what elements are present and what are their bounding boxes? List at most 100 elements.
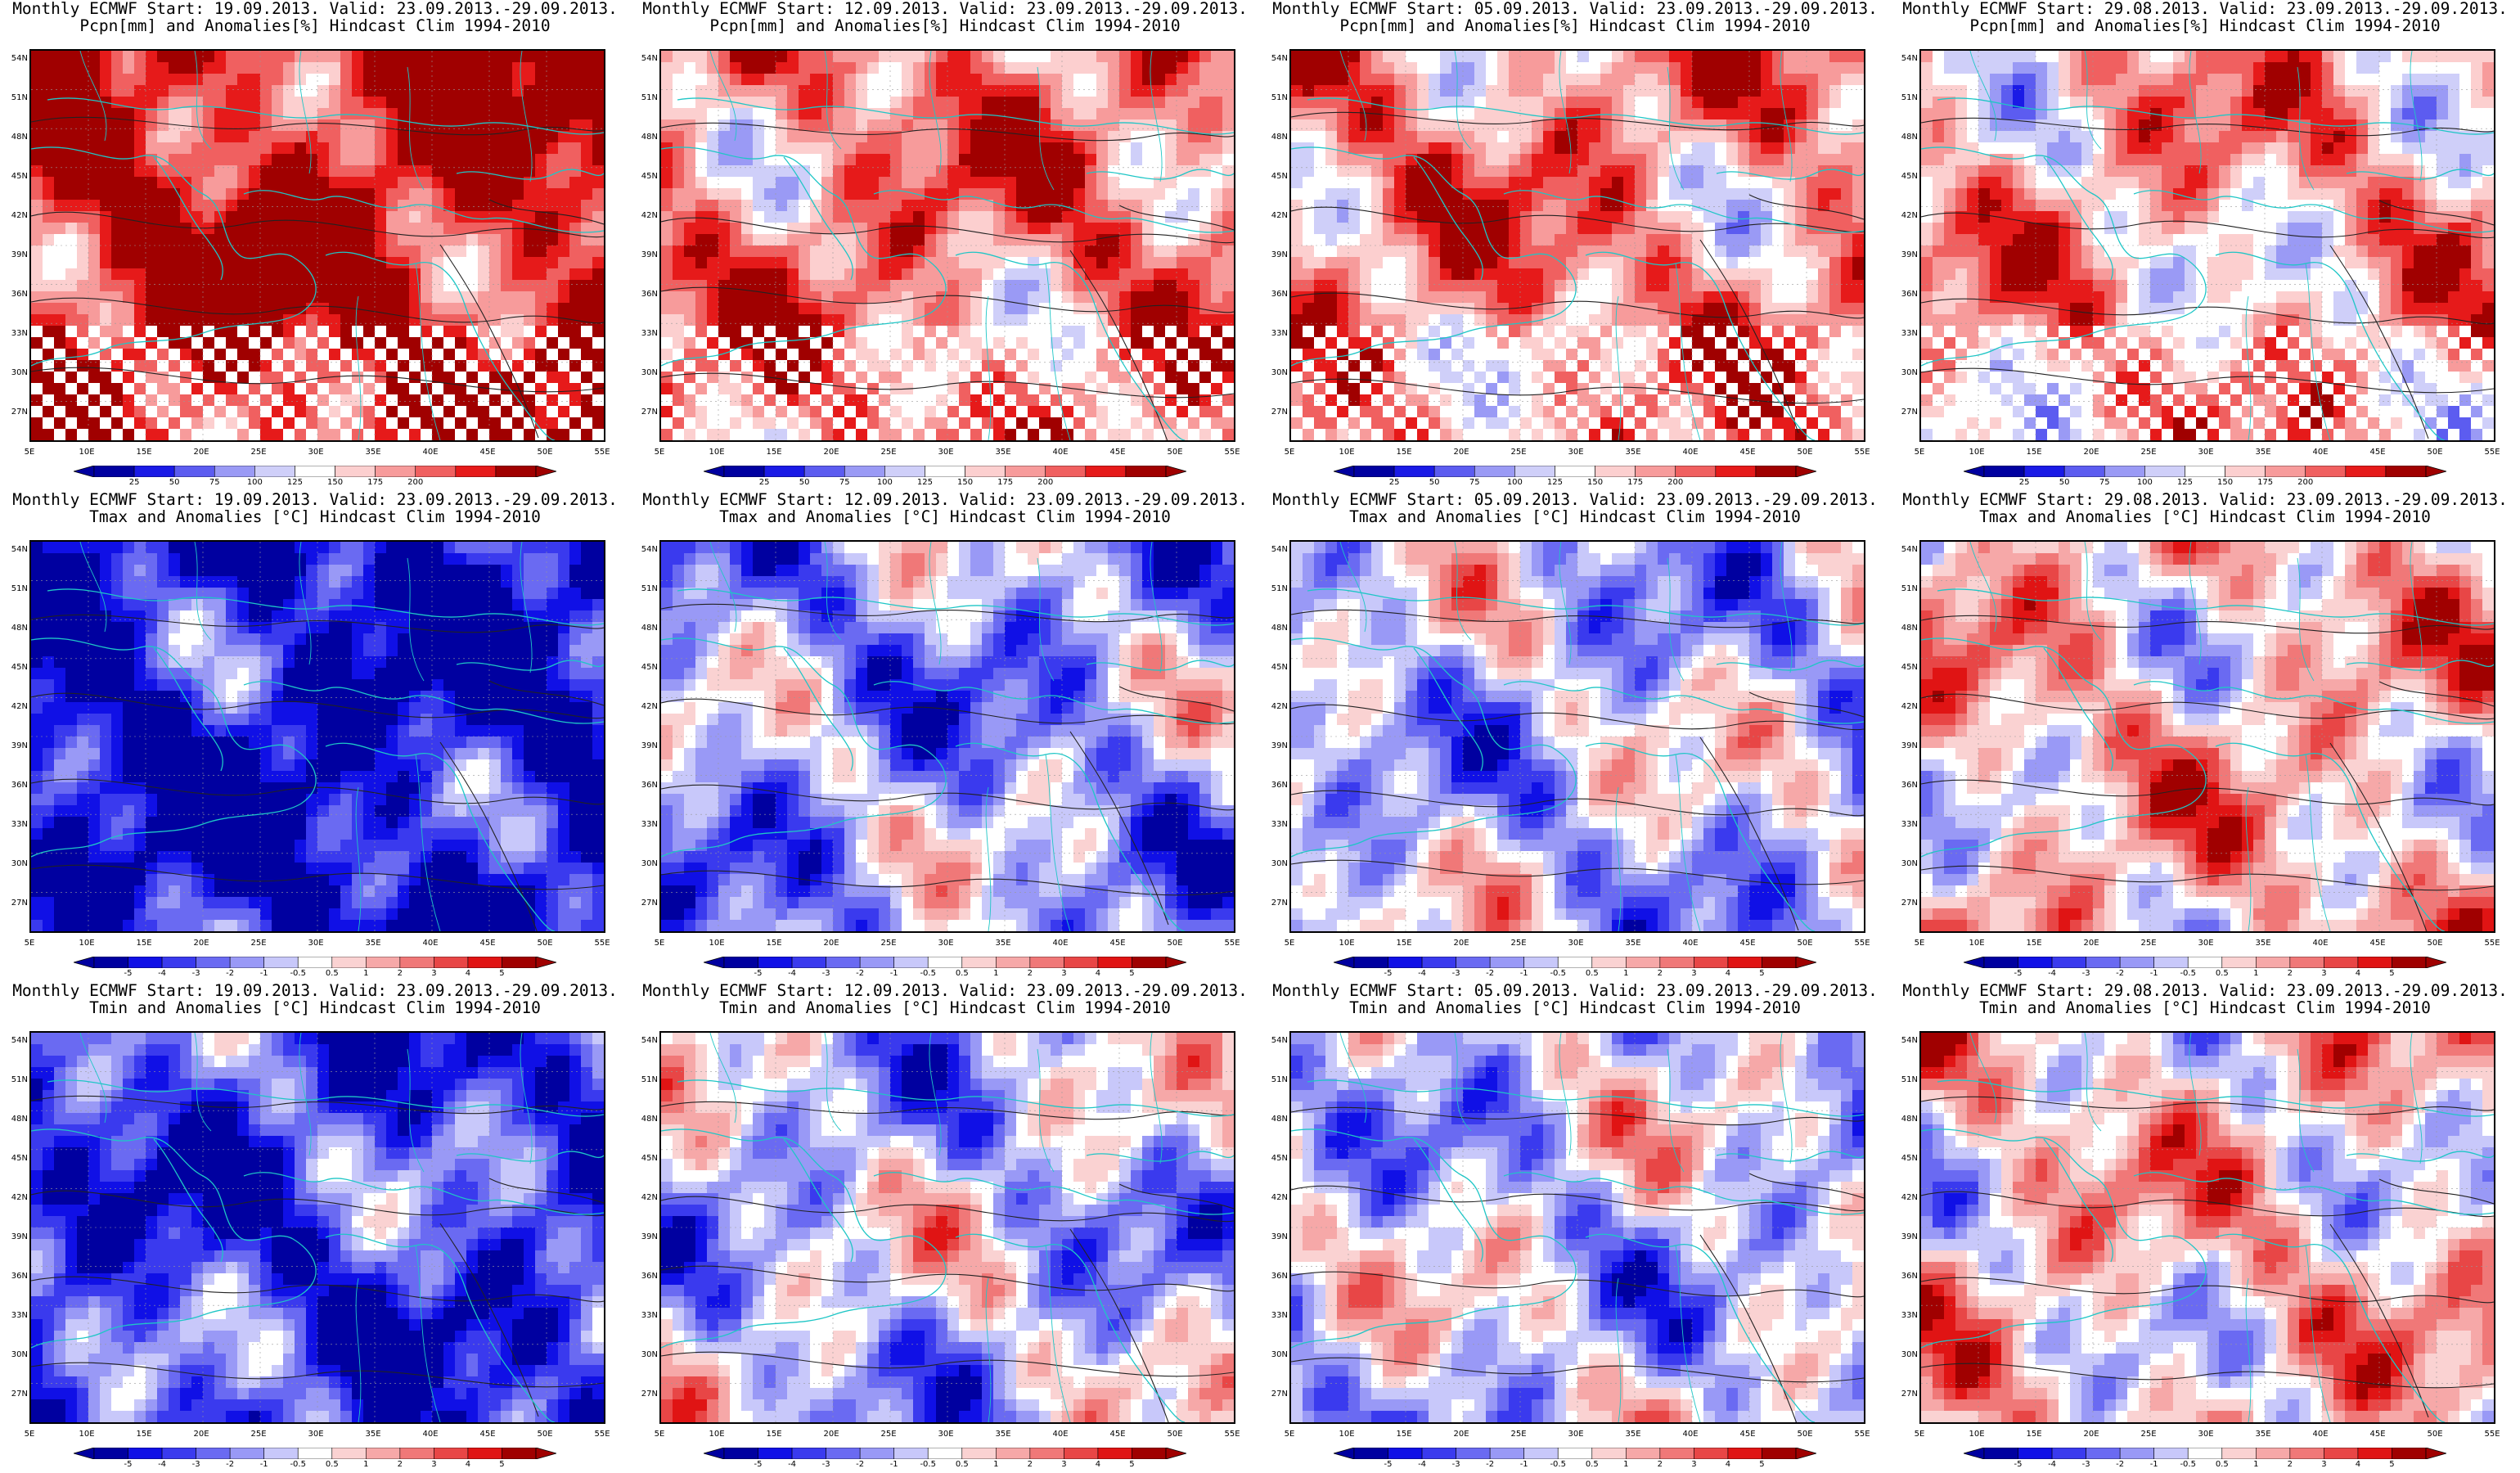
latitude-tick-label: 54N	[641, 545, 658, 554]
colorbar-tick-label: -2	[226, 1460, 235, 1469]
colorbar-tick-label: -0.5	[2180, 969, 2196, 978]
longitude-tick-label: 30E	[938, 939, 954, 948]
longitude-tick-label: 20E	[2083, 939, 2099, 948]
latitude-tick-label: 51N	[641, 584, 658, 593]
longitude-tick-label: 30E	[2198, 1430, 2214, 1439]
colorbar-tick-label: 75	[839, 478, 850, 487]
longitude-tick-label: 10E	[1339, 448, 1355, 457]
longitude-tick-label: 20E	[1453, 1430, 1469, 1439]
longitude-tick-label: 30E	[308, 448, 324, 457]
colorbar-tick-label: 3	[1061, 1460, 1067, 1469]
colorbar-tick-label: 175	[1627, 478, 1644, 487]
latitude-tick-label: 51N	[1271, 584, 1288, 593]
longitude-tick-label: 35E	[365, 448, 381, 457]
forecast-map	[1289, 49, 1865, 442]
longitude-tick-label: 25E	[880, 1430, 897, 1439]
longitude-tick-label: 10E	[709, 1430, 725, 1439]
panel-title-line2: Tmax and Anomalies [°C] Hindcast Clim 19…	[89, 507, 541, 526]
colorbar-tick-label: 5	[2389, 969, 2395, 978]
colorbar-tick-label: 0.5	[955, 1460, 969, 1469]
latitude-tick-label: 42N	[11, 1193, 28, 1202]
map-panel-tmin-1: Monthly ECMWF Start: 19.09.2013. Valid: …	[0, 982, 630, 1473]
longitude-tick-label: 50E	[2427, 1430, 2443, 1439]
panel-title-line2: Pcpn[mm] and Anomalies[%] Hindcast Clim …	[79, 16, 551, 35]
latitude-tick-label: 27N	[1901, 408, 1918, 417]
latitude-tick-label: 27N	[11, 899, 28, 908]
colorbar-tick-label: 2	[2287, 1460, 2293, 1469]
latitude-tick-label: 48N	[641, 1115, 658, 1124]
longitude-tick-label: 5E	[1284, 1430, 1295, 1439]
colorbar-tick-label: 100	[246, 478, 263, 487]
latitude-tick-label: 30N	[1901, 1350, 1918, 1359]
colorbar-tick-label: -3	[821, 969, 830, 978]
longitude-tick-label: 40E	[1682, 1430, 1699, 1439]
latitude-tick-label: 27N	[641, 408, 658, 417]
colorbar-tick-label: 125	[916, 478, 933, 487]
colorbar-tick-label: -1	[1519, 1460, 1528, 1469]
colorbar-tick-label: -4	[1418, 969, 1427, 978]
map-panel-pcp-1: Monthly ECMWF Start: 19.09.2013. Valid: …	[0, 0, 630, 491]
longitude-tick-label: 50E	[1167, 1430, 1183, 1439]
colorbar-tick-label: 4	[2355, 1460, 2361, 1469]
anomaly-field	[1291, 1033, 1864, 1422]
longitude-tick-label: 35E	[365, 939, 381, 948]
longitude-tick-label: 35E	[365, 1430, 381, 1439]
colorbar-tick-label: 3	[431, 1460, 437, 1469]
longitude-tick-label: 25E	[880, 939, 897, 948]
latitude-tick-label: 30N	[1901, 368, 1918, 377]
latitude-tick-label: 51N	[11, 93, 28, 102]
colorbar-tick-label: -5	[124, 1460, 133, 1469]
colorbar-tick-label: -5	[754, 969, 763, 978]
longitude-tick-label: 50E	[2427, 939, 2443, 948]
latitude-tick-label: 45N	[1901, 172, 1918, 181]
latitude-tick-label: 27N	[1901, 1390, 1918, 1399]
latitude-tick-label: 30N	[11, 859, 28, 868]
colorbar-tick-label: -5	[1384, 969, 1393, 978]
latitude-tick-label: 45N	[641, 172, 658, 181]
anomaly-field	[1921, 542, 2494, 931]
latitude-tick-label: 33N	[11, 329, 28, 338]
latitude-tick-label: 39N	[1901, 741, 1918, 750]
colorbar-tick-label: 100	[2136, 478, 2153, 487]
latitude-tick-label: 30N	[641, 1350, 658, 1359]
colorbar-tick-label: -0.5	[290, 969, 306, 978]
colorbar-tick-label: -5	[2014, 969, 2023, 978]
panel-title-line2: Pcpn[mm] and Anomalies[%] Hindcast Clim …	[1339, 16, 1811, 35]
colorbar-tick-label: 5	[2389, 1460, 2395, 1469]
longitude-tick-label: 45E	[1109, 448, 1126, 457]
longitude-tick-label: 15E	[766, 1430, 782, 1439]
longitude-tick-label: 45E	[1109, 1430, 1126, 1439]
panel-title-line1: Monthly ECMWF Start: 29.08.2013. Valid: …	[1902, 490, 2508, 509]
longitude-tick-label: 15E	[1396, 939, 1412, 948]
colorbar-tick-label: -1	[889, 969, 898, 978]
latitude-tick-label: 33N	[641, 1311, 658, 1320]
map-panel-tmax-1: Monthly ECMWF Start: 19.09.2013. Valid: …	[0, 491, 630, 982]
latitude-tick-label: 30N	[11, 1350, 28, 1359]
colorbar-tick-label: 3	[2321, 1460, 2327, 1469]
colorbar-tick-label: -0.5	[920, 969, 936, 978]
longitude-tick-label: 50E	[1167, 939, 1183, 948]
colorbar-tick-label: 4	[1725, 969, 1731, 978]
latitude-tick-label: 27N	[1901, 899, 1918, 908]
latitude-tick-label: 48N	[641, 133, 658, 142]
longitude-tick-label: 55E	[1854, 448, 1870, 457]
panel-title-line2: Tmax and Anomalies [°C] Hindcast Clim 19…	[1349, 507, 1801, 526]
legend-colorbar	[72, 1447, 558, 1460]
legend-colorbar	[72, 956, 558, 969]
latitude-tick-label: 33N	[1271, 820, 1288, 829]
longitude-tick-label: 25E	[2140, 939, 2157, 948]
latitude-tick-label: 45N	[641, 1154, 658, 1163]
colorbar-tick-label: 5	[1759, 1460, 1765, 1469]
colorbar-tick-label: -0.5	[2180, 1460, 2196, 1469]
colorbar-tick-label: -1	[1519, 969, 1528, 978]
longitude-tick-label: 10E	[79, 448, 95, 457]
latitude-tick-label: 36N	[11, 781, 28, 790]
latitude-tick-label: 51N	[641, 93, 658, 102]
anomaly-field	[31, 1033, 604, 1422]
longitude-tick-label: 45E	[1739, 1430, 1756, 1439]
legend-colorbar	[1962, 956, 2448, 969]
colorbar-tick-label: -3	[2081, 969, 2090, 978]
colorbar-tick-label: 150	[1586, 478, 1604, 487]
colorbar-tick-label: -4	[2048, 969, 2057, 978]
latitude-tick-label: 36N	[11, 1272, 28, 1281]
